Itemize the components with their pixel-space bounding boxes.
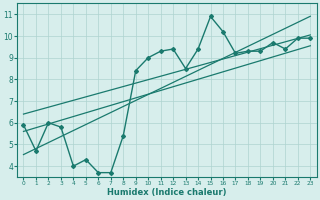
- X-axis label: Humidex (Indice chaleur): Humidex (Indice chaleur): [107, 188, 227, 197]
